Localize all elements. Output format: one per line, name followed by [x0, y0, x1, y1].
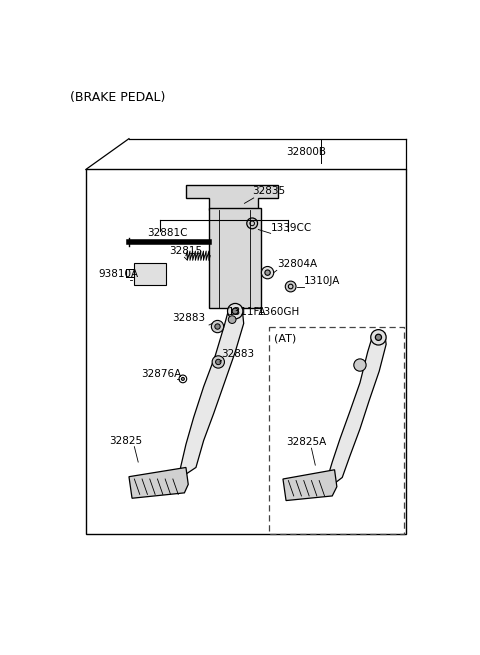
Circle shape: [215, 324, 220, 329]
Bar: [126, 269, 133, 277]
Polygon shape: [283, 470, 337, 500]
Circle shape: [354, 359, 366, 371]
Text: 32804A: 32804A: [277, 259, 317, 269]
Polygon shape: [328, 333, 386, 485]
Text: (AT): (AT): [274, 333, 296, 343]
Circle shape: [216, 359, 221, 365]
Text: 32800B: 32800B: [286, 147, 326, 157]
Text: 32825A: 32825A: [286, 437, 326, 447]
Circle shape: [232, 308, 238, 314]
Circle shape: [247, 218, 258, 229]
Text: (BRAKE PEDAL): (BRAKE PEDAL): [71, 91, 166, 104]
Text: 32881C: 32881C: [147, 229, 188, 238]
Text: 32883: 32883: [221, 349, 254, 360]
Text: 93810A: 93810A: [98, 269, 138, 279]
Circle shape: [211, 320, 224, 333]
Circle shape: [265, 270, 270, 275]
Text: 32876A: 32876A: [141, 369, 181, 379]
Circle shape: [181, 377, 184, 381]
Circle shape: [228, 316, 236, 324]
Circle shape: [375, 334, 382, 341]
Text: 1339CC: 1339CC: [271, 223, 312, 233]
Bar: [86, 170, 406, 534]
Circle shape: [262, 267, 274, 279]
Polygon shape: [186, 185, 278, 210]
Polygon shape: [129, 468, 188, 498]
Text: 32815: 32815: [169, 246, 202, 256]
Circle shape: [371, 329, 386, 345]
Circle shape: [212, 356, 225, 368]
Polygon shape: [180, 308, 244, 475]
Bar: [133, 263, 166, 285]
Text: 32835: 32835: [252, 186, 285, 196]
Text: 32825: 32825: [109, 436, 142, 445]
Text: 1311FA: 1311FA: [228, 307, 266, 317]
Circle shape: [228, 303, 243, 319]
Text: 1310JA: 1310JA: [304, 276, 340, 286]
Bar: [209, 208, 262, 308]
Text: 1360GH: 1360GH: [258, 307, 300, 317]
Circle shape: [285, 281, 296, 292]
Text: 32883: 32883: [172, 313, 205, 323]
